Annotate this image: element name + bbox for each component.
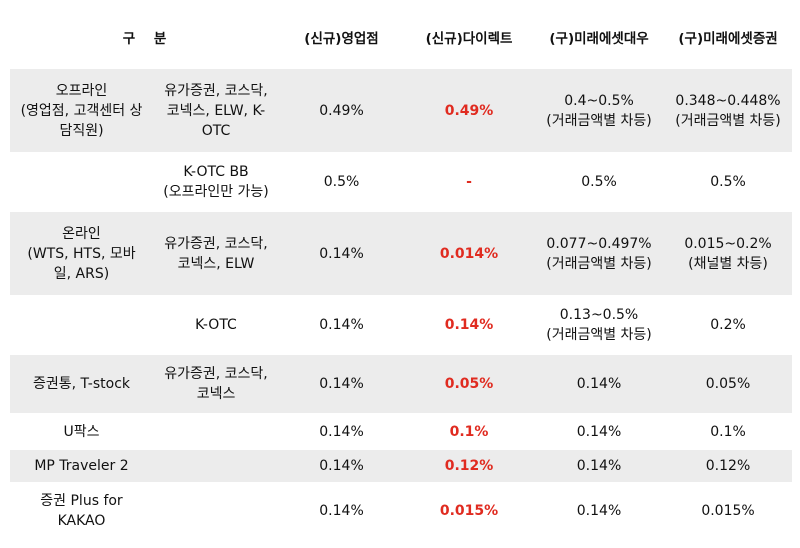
row-subcategory bbox=[153, 449, 280, 483]
row-category: 온라인 (WTS, HTS, 모바 일, ARS) bbox=[10, 211, 153, 296]
cell-new-branch: 0.14% bbox=[279, 211, 405, 296]
table-row: 증권 Plus for KAKAO 0.14% 0.015% 0.14% 0.0… bbox=[10, 482, 793, 539]
cell-new-direct: 0.1% bbox=[404, 413, 535, 450]
cell-new-branch: 0.14% bbox=[279, 295, 405, 355]
row-subcategory bbox=[153, 413, 280, 450]
header-old-securities: (구)미래에셋증권 bbox=[678, 31, 778, 47]
cell-old-daewoo: 0.4~0.5% (거래금액별 차등) bbox=[534, 68, 665, 153]
row-category: 오프라인 (영업점, 고객센터 상 담직원) bbox=[10, 68, 153, 153]
row-subcategory: K-OTC BB (오프라인만 가능) bbox=[153, 152, 280, 212]
header-new-direct: (신규)다이렉트 bbox=[425, 31, 513, 47]
header-category: 구 분 bbox=[122, 31, 167, 47]
cell-new-branch: 0.14% bbox=[279, 354, 405, 414]
cell-new-branch: 0.14% bbox=[279, 413, 405, 450]
row-category: MP Traveler 2 bbox=[10, 449, 153, 483]
cell-new-direct: 0.015% bbox=[404, 482, 535, 539]
row-category: U팍스 bbox=[10, 413, 153, 450]
table-row: 온라인 (WTS, HTS, 모바 일, ARS) 유가증권, 코스닥, 코넥스… bbox=[10, 211, 793, 296]
cell-new-branch: 0.5% bbox=[279, 152, 405, 212]
cell-old-securities: 0.015% bbox=[664, 482, 793, 539]
cell-old-securities: 0.5% bbox=[664, 152, 793, 212]
row-subcategory: K-OTC bbox=[153, 295, 280, 355]
fee-table: 구 분 (신규)영업점 (신규)다이렉트 (구)미래에셋대우 (구)미래에셋증권… bbox=[10, 10, 793, 539]
cell-old-daewoo: 0.5% bbox=[534, 152, 665, 212]
cell-old-securities: 0.348~0.448% (거래금액별 차등) bbox=[664, 68, 793, 153]
cell-new-branch: 0.14% bbox=[279, 449, 405, 483]
table-row: 오프라인 (영업점, 고객센터 상 담직원) 유가증권, 코스닥, 코넥스, E… bbox=[10, 68, 793, 153]
cell-new-direct: 0.05% bbox=[404, 354, 535, 414]
cell-old-securities: 0.2% bbox=[664, 295, 793, 355]
table-row: 증권통, T-stock 유가증권, 코스닥, 코넥스 0.14% 0.05% … bbox=[10, 354, 793, 414]
cell-old-daewoo: 0.14% bbox=[534, 449, 665, 483]
table-row: K-OTC 0.14% 0.14% 0.13~0.5% (거래금액별 차등) 0… bbox=[10, 295, 793, 355]
header-old-daewoo: (구)미래에셋대우 bbox=[549, 31, 649, 47]
cell-old-securities: 0.1% bbox=[664, 413, 793, 450]
row-category bbox=[10, 152, 153, 212]
cell-new-direct: 0.014% bbox=[404, 211, 535, 296]
cell-new-direct: 0.14% bbox=[404, 295, 535, 355]
header-new-branch: (신규)영업점 bbox=[304, 31, 379, 47]
cell-new-direct: 0.12% bbox=[404, 449, 535, 483]
cell-new-branch: 0.14% bbox=[279, 482, 405, 539]
cell-old-daewoo: 0.077~0.497% (거래금액별 차등) bbox=[534, 211, 665, 296]
row-subcategory: 유가증권, 코스닥, 코넥스 bbox=[153, 354, 280, 414]
header-row: 구 분 (신규)영업점 (신규)다이렉트 (구)미래에셋대우 (구)미래에셋증권 bbox=[10, 10, 792, 69]
cell-old-daewoo: 0.14% bbox=[534, 413, 665, 450]
row-category bbox=[10, 295, 153, 355]
cell-old-daewoo: 0.13~0.5% (거래금액별 차등) bbox=[534, 295, 665, 355]
row-category: 증권 Plus for KAKAO bbox=[10, 482, 153, 539]
cell-new-branch: 0.49% bbox=[279, 68, 405, 153]
row-subcategory bbox=[153, 482, 280, 539]
table-row: K-OTC BB (오프라인만 가능) 0.5% - 0.5% 0.5% bbox=[10, 152, 793, 212]
cell-old-securities: 0.05% bbox=[664, 354, 793, 414]
cell-new-direct: 0.49% bbox=[404, 68, 535, 153]
cell-new-direct: - bbox=[404, 152, 535, 212]
row-subcategory: 유가증권, 코스닥, 코넥스, ELW bbox=[153, 211, 280, 296]
table-row: MP Traveler 2 0.14% 0.12% 0.14% 0.12% bbox=[10, 449, 793, 483]
cell-old-securities: 0.12% bbox=[664, 449, 793, 483]
cell-old-daewoo: 0.14% bbox=[534, 354, 665, 414]
cell-old-securities: 0.015~0.2% (채널별 차등) bbox=[664, 211, 793, 296]
table-row: U팍스 0.14% 0.1% 0.14% 0.1% bbox=[10, 413, 793, 450]
row-subcategory: 유가증권, 코스닥, 코넥스, ELW, K- OTC bbox=[153, 68, 280, 153]
cell-old-daewoo: 0.14% bbox=[534, 482, 665, 539]
row-category: 증권통, T-stock bbox=[10, 354, 153, 414]
